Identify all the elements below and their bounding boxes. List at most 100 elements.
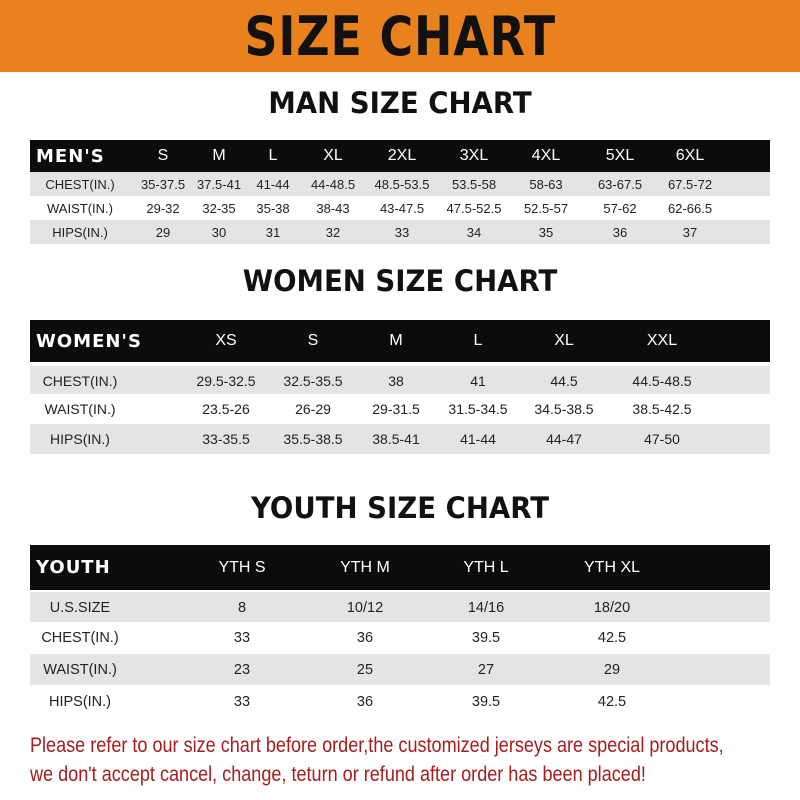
size-header-cell: YTH XL	[583, 558, 641, 576]
measurement-cell: 39.5	[471, 693, 501, 710]
row-label: CHEST(IN.)	[41, 629, 119, 646]
size-header-cell: S	[157, 147, 169, 164]
order-notice-line-2: we don't accept cancel, change, teturn o…	[30, 763, 646, 786]
measurement-cell: 37	[682, 224, 698, 240]
measurement-cell: 39.5	[471, 629, 501, 646]
measurement-cell: 44-47	[546, 431, 582, 447]
size-header-cell: L	[268, 147, 278, 164]
row-label: HIPS(IN.)	[48, 693, 112, 710]
table-title-cell: WOMEN'S	[36, 330, 142, 352]
row-label: WAIST(IN.)	[43, 661, 117, 678]
size-header-cell: XXL	[646, 332, 678, 349]
table-row: CHEST(IN.) 33 36 39.5 42.5	[30, 622, 770, 653]
measurement-cell: 38-43	[316, 200, 350, 216]
measurement-cell: 35-38	[256, 200, 290, 216]
row-label: HIPS(IN.)	[50, 431, 110, 447]
measurement-cell: 31.5-34.5	[448, 401, 508, 417]
measurement-cell: 38.5-41	[372, 431, 420, 447]
row-label: WAIST(IN.)	[47, 200, 113, 216]
measurement-cell: 35	[538, 224, 554, 240]
size-header-cell: M	[212, 147, 226, 164]
measurement-cell: 33	[233, 629, 251, 646]
measurement-cell: 34.5-38.5	[534, 401, 594, 417]
measurement-cell: 33-35.5	[202, 431, 250, 447]
measurement-cell: 14/16	[467, 599, 505, 616]
measurement-cell: 10/12	[346, 599, 384, 616]
table-row: U.S.SIZE 8 10/12 14/16 18/20	[30, 592, 770, 623]
measurement-cell: 37.5-41	[196, 176, 242, 192]
size-header-cell: XL	[323, 147, 343, 164]
measurement-cell: 44-48.5	[310, 176, 356, 192]
size-header-cell: YTH S	[218, 558, 266, 576]
measurement-cell: 62-66.5	[667, 200, 713, 216]
measurement-cell: 57-62	[603, 200, 637, 216]
measurement-cell: 8	[237, 599, 247, 616]
table-row: HIPS(IN.) 33-35.5 35.5-38.5 38.5-41 41-44 44-…	[30, 424, 770, 454]
men-section-title: MAN SIZE CHART	[268, 86, 532, 120]
measurement-cell: 36	[356, 693, 374, 710]
table-row: CHEST(IN.) 29.5-32.5 32.5-35.5 38 41 44.5 44.5…	[30, 366, 770, 396]
size-header-cell: XS	[215, 332, 237, 349]
measurement-cell: 29-31.5	[372, 401, 420, 417]
row-label: WAIST(IN.)	[44, 401, 116, 417]
measurement-cell: 33	[394, 224, 410, 240]
table-row: HIPS(IN.) 29 30 31 32 33 34 35 36 37	[30, 220, 770, 244]
measurement-cell: 29	[603, 661, 621, 678]
table-title-cell: YOUTH	[36, 557, 111, 578]
row-label: CHEST(IN.)	[42, 373, 118, 389]
measurement-cell: 29	[155, 224, 171, 240]
measurement-cell: 42.5	[597, 629, 627, 646]
size-header-cell: 6XL	[675, 147, 705, 164]
size-header-cell: 4XL	[531, 147, 561, 164]
measurement-cell: 32	[325, 224, 341, 240]
youth-section-title: YOUTH SIZE CHART	[250, 491, 550, 525]
size-header-cell: XL	[554, 332, 574, 349]
measurement-cell: 18/20	[593, 599, 631, 616]
measurement-cell: 25	[356, 661, 374, 678]
table-row: WAIST(IN.) 29-32 32-35 35-38 38-43 43-47.5 47.…	[30, 196, 770, 220]
measurement-cell: 32.5-35.5	[283, 373, 343, 389]
measurement-cell: 29.5-32.5	[196, 373, 256, 389]
measurement-cell: 44.5	[550, 373, 578, 389]
order-notice-line-1: Please refer to our size chart before or…	[30, 734, 724, 757]
row-label: CHEST(IN.)	[45, 176, 115, 192]
size-header-cell: 5XL	[605, 147, 635, 164]
measurement-cell: 44.5-48.5	[632, 373, 692, 389]
measurement-cell: 67.5-72	[667, 176, 713, 192]
measurement-cell: 32-35	[202, 200, 236, 216]
measurement-cell: 47-50	[644, 431, 680, 447]
size-header-cell: YTH M	[340, 558, 390, 576]
measurement-cell: 30	[211, 224, 227, 240]
measurement-cell: 48.5-53.5	[374, 176, 430, 192]
header-row: YOUTH YTH S YTH M YTH L YTH XL	[30, 545, 770, 590]
measurement-cell: 34	[466, 224, 482, 240]
measurement-cell: 35-37.5	[140, 176, 186, 192]
measurement-cell: 47.5-52.5	[446, 200, 502, 216]
measurement-cell: 35.5-38.5	[283, 431, 343, 447]
measurement-cell: 41-44	[256, 176, 290, 192]
table-row: WAIST(IN.) 23.5-26 26-29 29-31.5 31.5-34.5 34…	[30, 394, 770, 424]
measurement-cell: 41-44	[460, 431, 496, 447]
measurement-cell: 36	[356, 629, 374, 646]
women-section-title: WOMEN SIZE CHART	[242, 264, 558, 298]
size-header-cell: S	[307, 332, 319, 349]
measurement-cell: 63-67.5	[597, 176, 643, 192]
measurement-cell: 43-47.5	[379, 200, 425, 216]
measurement-cell: 41	[470, 373, 486, 389]
measurement-cell: 23	[233, 661, 251, 678]
row-label: U.S.SIZE	[49, 599, 111, 616]
size-header-cell: M	[389, 332, 403, 349]
banner-title: SIZE CHART	[244, 4, 556, 68]
table-row: CHEST(IN.) 35-37.5 37.5-41 41-44 44-48.5 48.5…	[30, 172, 770, 196]
measurement-cell: 23.5-26	[202, 401, 250, 417]
size-header-cell: YTH L	[463, 558, 509, 576]
measurement-cell: 33	[233, 693, 251, 710]
row-label: HIPS(IN.)	[52, 224, 108, 240]
measurement-cell: 38	[388, 373, 404, 389]
measurement-cell: 36	[612, 224, 628, 240]
measurement-cell: 31	[265, 224, 281, 240]
size-header-cell: L	[473, 332, 483, 349]
header-row: MEN'S S M L XL 2XL 3XL 4XL 5XL 6XL	[30, 140, 770, 172]
measurement-cell: 26-29	[295, 401, 331, 417]
measurement-cell: 42.5	[597, 693, 627, 710]
